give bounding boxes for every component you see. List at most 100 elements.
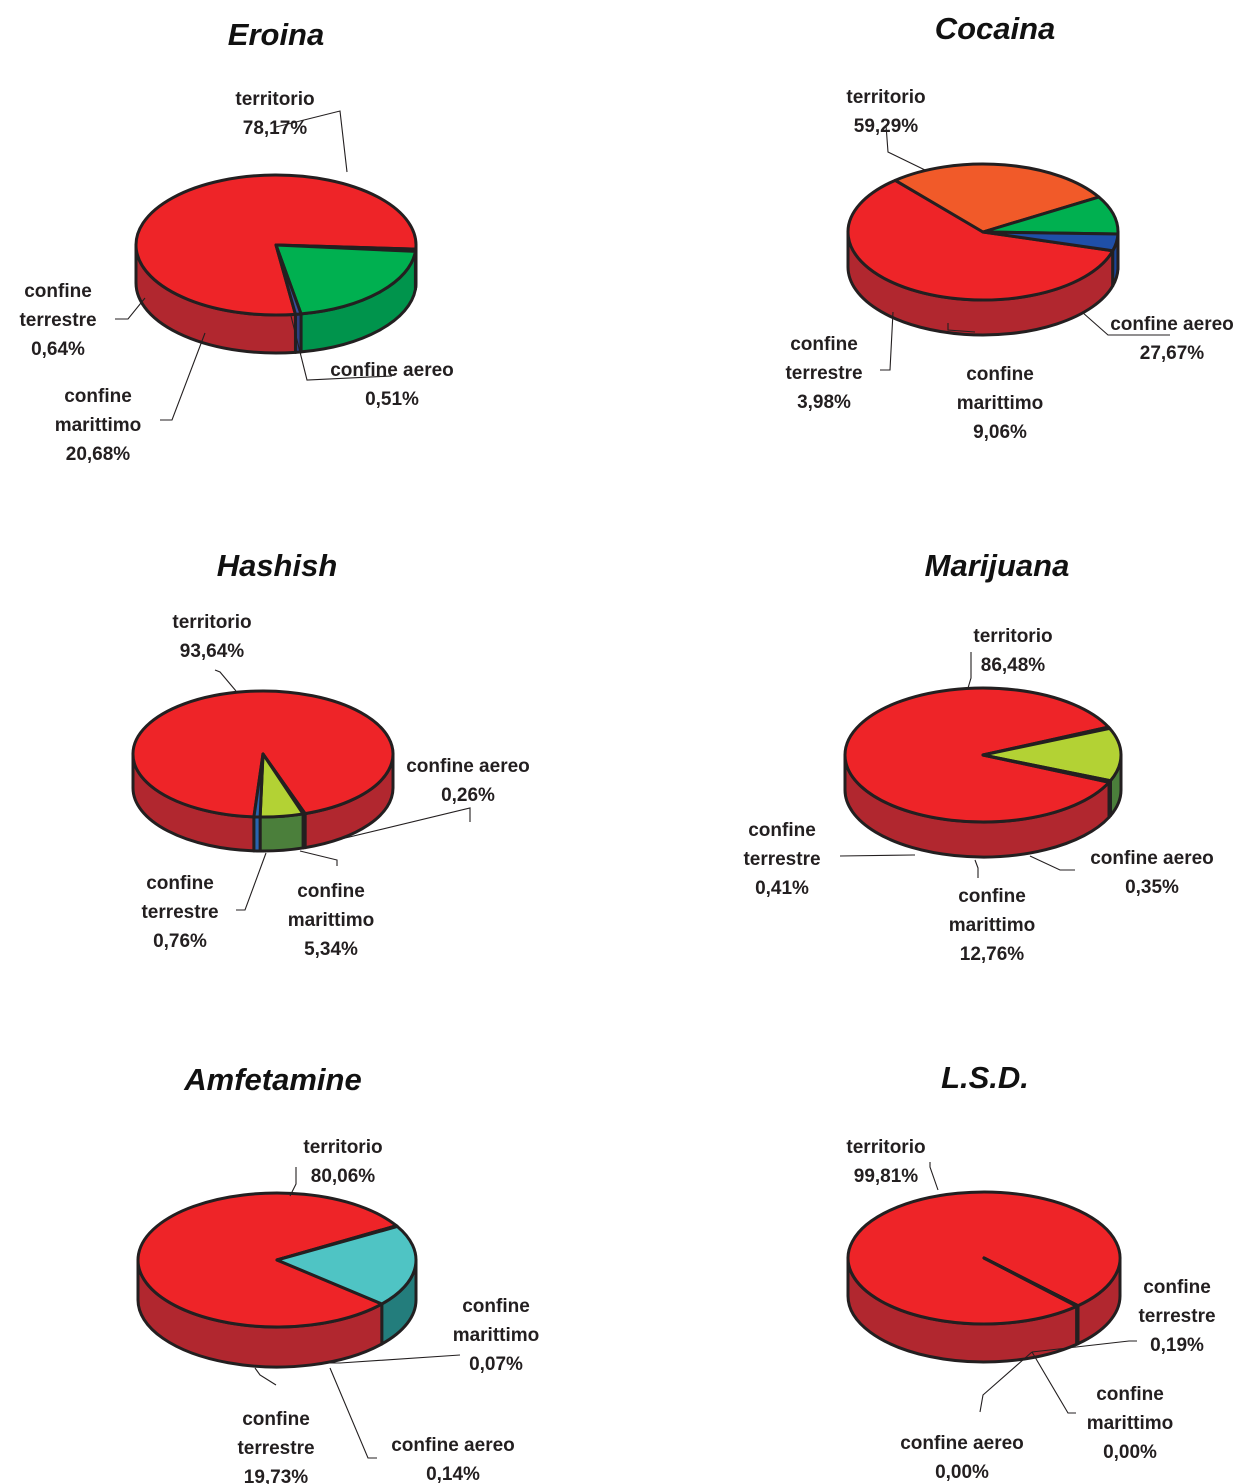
- slice-name-label: confine: [790, 334, 858, 355]
- leader-line: [236, 852, 267, 911]
- slice-name-label: confine aereo: [900, 1433, 1024, 1454]
- slice-value-label: 27,67%: [1140, 343, 1205, 364]
- pie-top: [846, 162, 1120, 302]
- leader-line: [330, 1354, 461, 1364]
- pie-chart-1: Cocaina territorio 59,29% confine aereo 27,6…: [785, 11, 1233, 443]
- slice-name-label: confine: [748, 820, 816, 841]
- leader-line: [967, 652, 972, 689]
- pie-slice-confine-terrestre: [252, 752, 265, 819]
- slice-name-label: terrestre: [743, 849, 820, 870]
- pie-slice-confine-terrestre: [981, 230, 1120, 253]
- leader-line: [880, 311, 894, 371]
- leader-line: [1031, 1351, 1076, 1414]
- slice-name-label: terrestre: [1138, 1306, 1215, 1327]
- slice-name-label: confine aereo: [406, 756, 530, 777]
- pie-chart-4: Amfetamine territorio 80,06% confine aereo 0…: [136, 1062, 539, 1484]
- slice-labels: territorio 86,48% confine aereo 0,35% confin…: [743, 626, 1213, 965]
- slice-name-label: confine: [966, 364, 1034, 385]
- leader-line: [299, 850, 338, 866]
- chart-title: Hashish: [217, 548, 338, 583]
- slice-labels: territorio 99,81% confine terrestre 0,19% con…: [846, 1137, 1215, 1483]
- slice-value-label: 59,29%: [854, 116, 919, 137]
- slice-name-label: territorio: [235, 89, 314, 110]
- slice-value-label: 0,26%: [441, 785, 495, 806]
- pie-slice-confine-terrestre: [275, 1224, 418, 1306]
- pie-chart-2: Hashish territorio 93,64% confine aereo 0,26…: [131, 548, 530, 960]
- slice-value-label: 5,34%: [304, 939, 358, 960]
- slice-name-label: marittimo: [949, 915, 1036, 936]
- leader-line: [214, 669, 237, 692]
- leader-line: [315, 807, 471, 846]
- slice-name-label: marittimo: [55, 415, 142, 436]
- slice-labels: territorio 59,29% confine aereo 27,67% confi…: [785, 87, 1233, 443]
- slice-name-label: confine: [297, 881, 365, 902]
- pie-slice-confine-marittimo: [981, 726, 1123, 783]
- slice-name-label: confine: [242, 1409, 310, 1430]
- leader-line: [290, 315, 393, 381]
- slice-value-label: 0,00%: [935, 1462, 989, 1483]
- slice-name-label: confine: [958, 886, 1026, 907]
- pie-top: [136, 1191, 418, 1329]
- slice-value-label: 0,41%: [755, 878, 809, 899]
- slice-name-label: marittimo: [957, 393, 1044, 414]
- slice-name-label: territorio: [973, 626, 1052, 647]
- leader-line: [885, 124, 926, 171]
- chart-title: Eroina: [228, 17, 324, 52]
- slice-name-label: confine aereo: [1090, 848, 1214, 869]
- chart-title: Marijuana: [925, 548, 1070, 583]
- pie-chart-0: Eroina territorio 78,17% confine aereo 0,51%…: [19, 17, 453, 465]
- leader-line: [160, 332, 206, 421]
- pie-side-confine-terrestre: [252, 815, 262, 853]
- slice-name-label: territorio: [172, 612, 251, 633]
- slice-name-label: confine aereo: [330, 360, 454, 381]
- pie-slice-confine-marittimo: [274, 243, 417, 316]
- pie-side-confine-marittimo: [258, 812, 305, 853]
- pie-slice-territorio: [136, 1191, 398, 1329]
- leader-line: [1081, 311, 1170, 336]
- slice-name-label: territorio: [846, 87, 925, 108]
- slice-value-label: 0,00%: [1103, 1442, 1157, 1463]
- slice-name-label: confine: [24, 281, 92, 302]
- slice-name-label: terrestre: [237, 1438, 314, 1459]
- leader-line: [1029, 855, 1075, 871]
- slice-value-label: 0,64%: [31, 339, 85, 360]
- leader-line: [329, 1367, 377, 1459]
- pie-top: [134, 173, 418, 317]
- pie-top: [131, 689, 395, 819]
- leader-line: [979, 1351, 1033, 1413]
- slice-value-label: 0,76%: [153, 931, 207, 952]
- slice-name-label: confine: [64, 386, 132, 407]
- slice-value-label: 9,06%: [973, 422, 1027, 443]
- pie-side-confine-terrestre: [1107, 779, 1112, 819]
- slice-value-label: 19,73%: [244, 1467, 309, 1484]
- chart-title: L.S.D.: [941, 1060, 1029, 1095]
- pie-slice-territorio: [846, 178, 1115, 302]
- slice-name-label: confine aereo: [391, 1435, 515, 1456]
- slice-name-label: terrestre: [785, 363, 862, 384]
- slice-name-label: terrestre: [19, 310, 96, 331]
- leader-line: [289, 1167, 297, 1197]
- leader-line: [115, 297, 146, 320]
- leader-line: [275, 110, 348, 173]
- slice-name-label: marittimo: [453, 1325, 540, 1346]
- leader-line: [254, 1367, 277, 1386]
- slice-labels: territorio 93,64% confine aereo 0,26% confin…: [141, 612, 529, 960]
- leader-line: [974, 859, 979, 878]
- pie-chart-3: Marijuana territorio 86,48% confine aereo 0,…: [743, 548, 1213, 965]
- leader-line: [947, 323, 976, 333]
- pie-side-confine-terrestre: [1075, 1304, 1080, 1346]
- slice-value-label: 0,51%: [365, 389, 419, 410]
- slice-value-label: 99,81%: [854, 1166, 919, 1187]
- leader-line: [839, 854, 915, 857]
- chart-title: Amfetamine: [183, 1062, 361, 1097]
- slice-value-label: 86,48%: [981, 655, 1046, 676]
- slice-name-label: confine: [462, 1296, 530, 1317]
- slice-value-label: 93,64%: [180, 641, 245, 662]
- pie-slice-confine-terrestre: [982, 1256, 1080, 1308]
- slice-value-label: 78,17%: [243, 118, 308, 139]
- pie-top: [846, 1190, 1122, 1326]
- slice-name-label: territorio: [303, 1137, 382, 1158]
- slice-name-label: terrestre: [141, 902, 218, 923]
- chart-title: Cocaina: [935, 11, 1056, 46]
- slice-labels: territorio 80,06% confine aereo 0,14% confin…: [237, 1137, 539, 1484]
